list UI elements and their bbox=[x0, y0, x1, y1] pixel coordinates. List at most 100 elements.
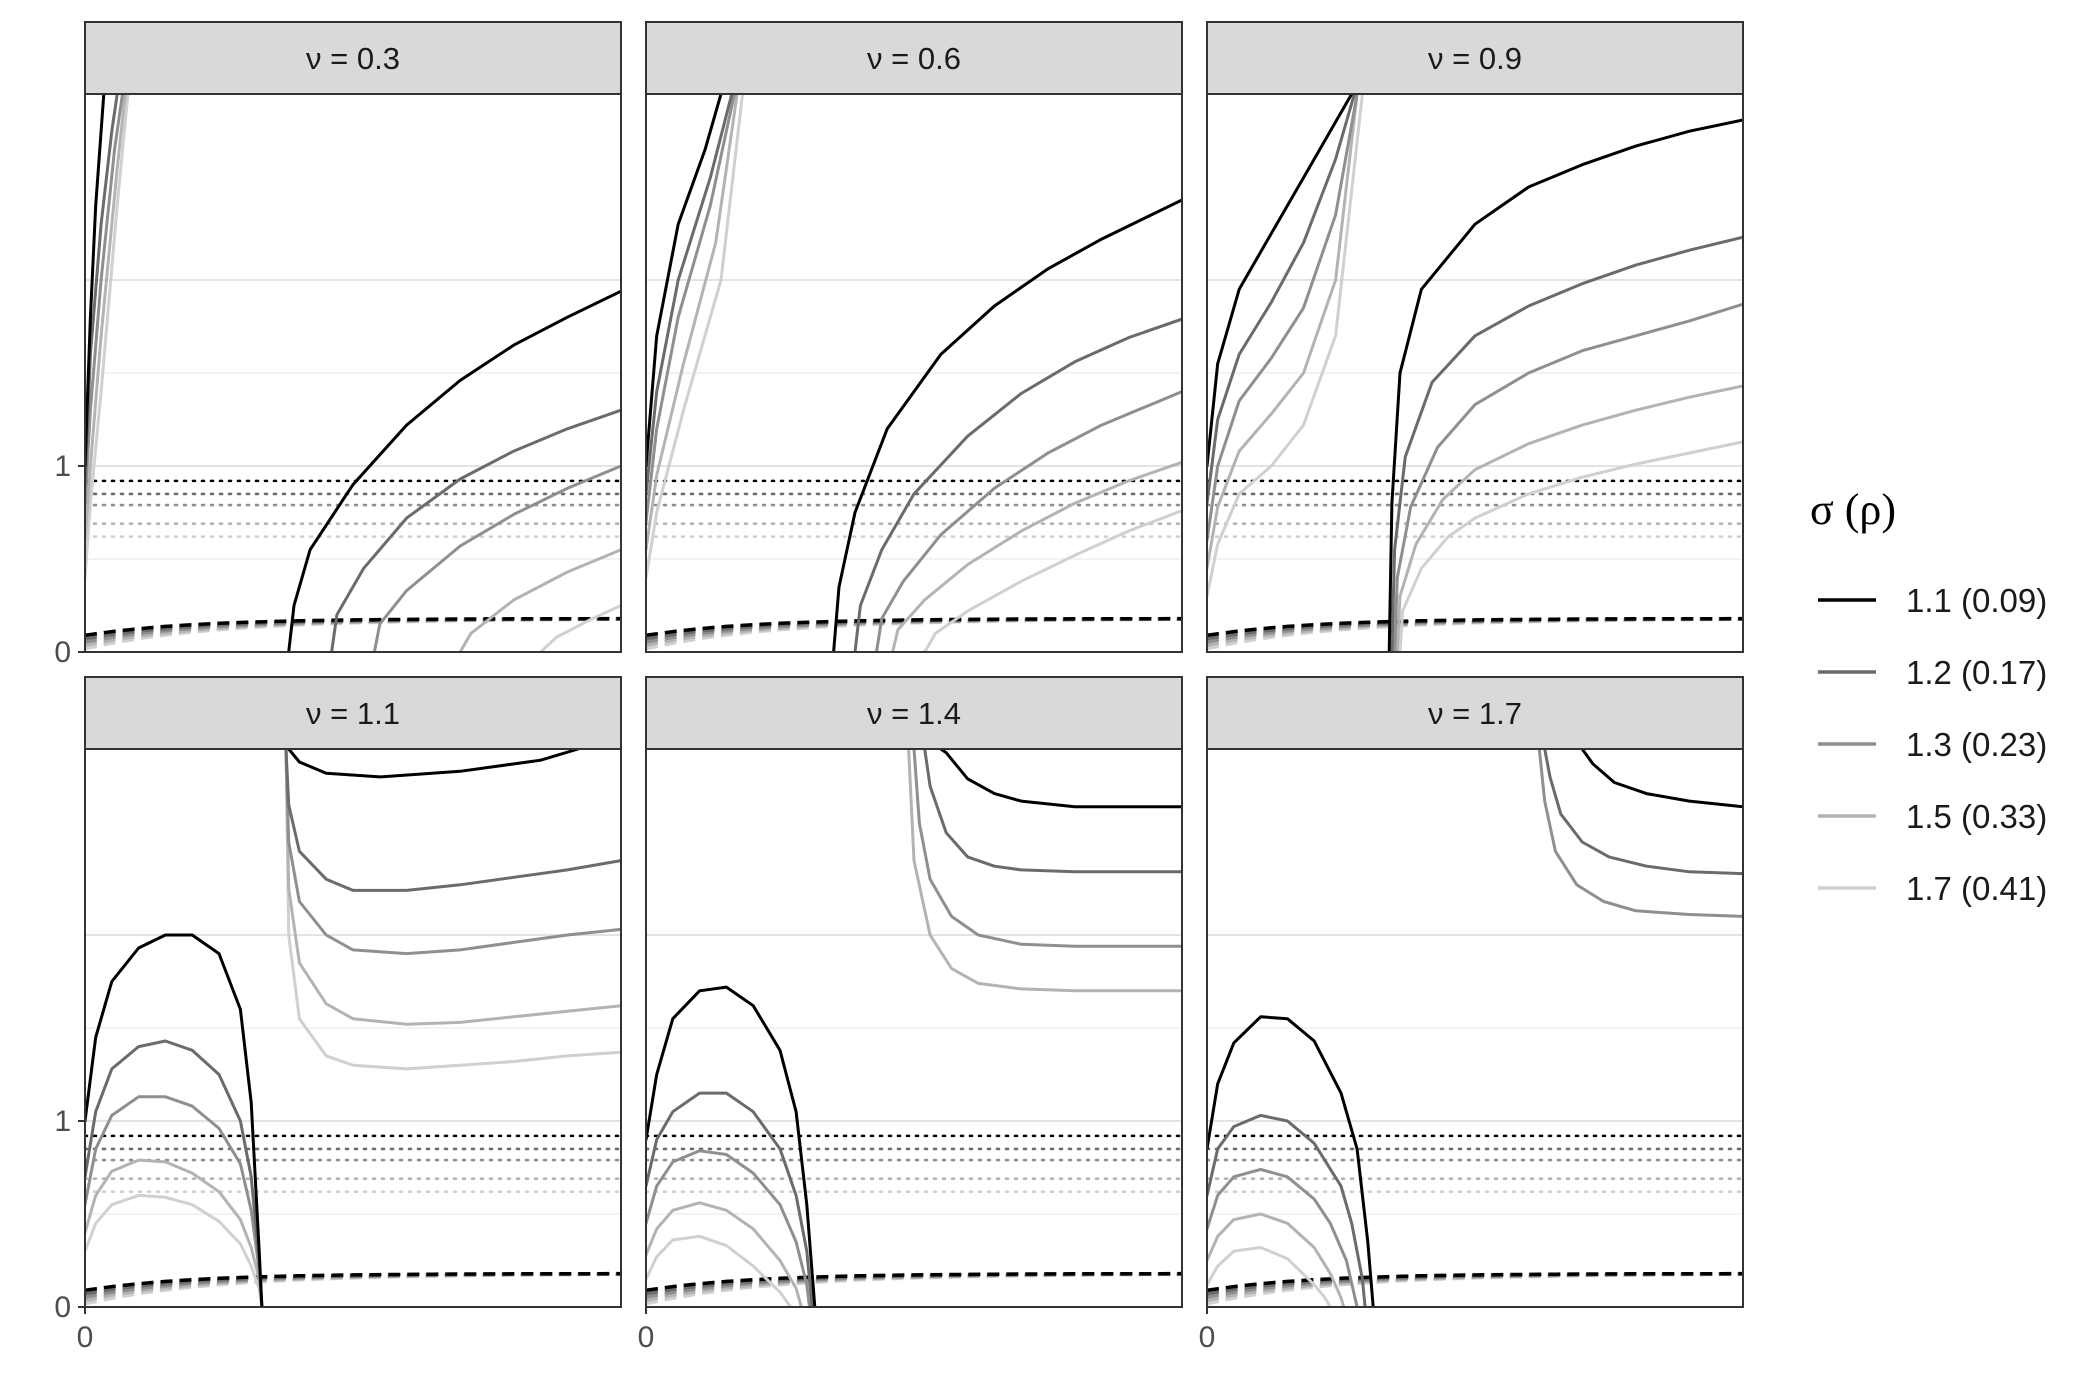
series-line-right-branch bbox=[539, 604, 621, 652]
series-line-left-branch bbox=[646, 94, 723, 468]
dashed-series-line bbox=[1207, 616, 1743, 638]
facet-strip-label: ν = 1.4 bbox=[867, 696, 961, 731]
dashed-series-line bbox=[646, 616, 1182, 638]
y-tick-label: 1 bbox=[54, 450, 71, 483]
legend-entry-label: 1.3 (0.23) bbox=[1906, 726, 2047, 763]
series-line-left-branch bbox=[646, 1149, 811, 1307]
legend-entry-label: 1.2 (0.17) bbox=[1906, 654, 2047, 691]
series-line-right-branch bbox=[891, 460, 1182, 652]
series-line-left-branch bbox=[646, 94, 734, 496]
series-line-left-branch bbox=[85, 933, 264, 1307]
series-line-left-branch bbox=[646, 985, 817, 1307]
facet-panel: ν = 1.4 0 bbox=[638, 676, 1183, 1354]
facet-strip-label: ν = 1.7 bbox=[1428, 696, 1522, 731]
panel-border bbox=[645, 748, 1183, 1308]
panel-curves bbox=[1207, 749, 1743, 1307]
series-line-left-branch bbox=[85, 1158, 264, 1307]
facet-strip bbox=[84, 21, 622, 95]
series-line-right-branch bbox=[284, 749, 621, 956]
series-line-left-branch bbox=[1207, 1167, 1359, 1307]
series-line-right-branch bbox=[1390, 235, 1743, 652]
series-line-left-branch bbox=[85, 94, 130, 580]
legend-entry-label: 1.5 (0.33) bbox=[1906, 798, 2047, 835]
facet-panel: ν = 1.1 0 1 0 bbox=[54, 676, 622, 1354]
facet-strip-label: ν = 0.6 bbox=[867, 41, 961, 76]
dashed-series-line bbox=[646, 1271, 1182, 1293]
facet-strip bbox=[1206, 676, 1744, 750]
series-line-left-branch bbox=[1207, 1015, 1375, 1307]
facet-strip bbox=[645, 21, 1183, 95]
panel-border bbox=[1206, 93, 1744, 653]
series-line-left-branch bbox=[1207, 1246, 1332, 1307]
y-tick-label: 1 bbox=[54, 1105, 71, 1138]
dashed-series-line bbox=[1207, 1271, 1743, 1293]
series-line-left-branch bbox=[1207, 1113, 1367, 1307]
panel-curves bbox=[1207, 94, 1743, 652]
series-line-left-branch bbox=[646, 94, 736, 524]
facet-panel: ν = 0.9 bbox=[1206, 21, 1744, 653]
series-line-left-branch bbox=[1207, 1212, 1346, 1307]
series-line-right-branch bbox=[1537, 749, 1743, 918]
series-line-right-branch bbox=[1393, 302, 1743, 652]
y-tick-label: 0 bbox=[54, 636, 71, 669]
facet-panel: ν = 1.7 0 bbox=[1199, 676, 1744, 1354]
panel-border bbox=[84, 748, 622, 1308]
series-line-right-branch bbox=[1398, 440, 1743, 652]
series-line-left-branch bbox=[85, 94, 127, 542]
series-line-right-branch bbox=[1387, 118, 1743, 652]
series-line-right-branch bbox=[458, 548, 621, 652]
facet-panel: ν = 0.6 bbox=[645, 21, 1183, 653]
series-line-right-branch bbox=[284, 749, 621, 1026]
x-tick-label: 0 bbox=[638, 1321, 655, 1354]
series-line-right-branch bbox=[939, 749, 1182, 809]
series-line-left-branch bbox=[1207, 94, 1354, 468]
series-line-right-branch bbox=[287, 289, 621, 652]
series-line-right-branch bbox=[1395, 384, 1743, 652]
panel-border bbox=[1206, 748, 1744, 1308]
series-line-right-branch bbox=[287, 749, 580, 779]
series-line-left-branch bbox=[646, 1091, 814, 1307]
series-line-left-branch bbox=[85, 1039, 264, 1307]
series-line-right-branch bbox=[832, 198, 1182, 652]
series-line-left-branch bbox=[85, 94, 106, 468]
legend-title: σ (ρ) bbox=[1810, 485, 1896, 534]
dashed-series-line bbox=[85, 1271, 621, 1293]
legend-entry-label: 1.7 (0.41) bbox=[1906, 870, 2047, 907]
facet-strip bbox=[645, 676, 1183, 750]
x-tick-label: 0 bbox=[1199, 1321, 1216, 1354]
series-line-right-branch bbox=[330, 408, 621, 652]
facet-strip-label: ν = 1.1 bbox=[306, 696, 400, 731]
facet-strip bbox=[1206, 21, 1744, 95]
series-line-left-branch bbox=[646, 94, 744, 580]
panel-curves bbox=[646, 94, 1182, 652]
series-line-right-branch bbox=[907, 749, 1182, 993]
series-line-right-branch bbox=[853, 317, 1182, 652]
panel-curves bbox=[646, 749, 1182, 1307]
series-line-right-branch bbox=[912, 749, 1182, 948]
facet-panel: ν = 0.3 0 1 bbox=[54, 21, 622, 669]
series-line-right-branch bbox=[1543, 749, 1743, 876]
panel-curves bbox=[85, 94, 621, 652]
series-line-right-branch bbox=[284, 749, 621, 892]
series-line-left-branch bbox=[646, 94, 739, 552]
series-line-left-branch bbox=[646, 1234, 793, 1307]
legend-entry-label: 1.1 (0.09) bbox=[1906, 582, 2047, 619]
series-line-left-branch bbox=[646, 1201, 803, 1307]
facet-strip-label: ν = 0.9 bbox=[1428, 41, 1522, 76]
dashed-series-line bbox=[85, 616, 621, 638]
facet-strip bbox=[84, 676, 622, 750]
series-line-right-branch bbox=[923, 509, 1182, 652]
series-line-left-branch bbox=[1207, 94, 1356, 505]
series-line-right-branch bbox=[923, 749, 1182, 874]
facet-strip-label: ν = 0.3 bbox=[306, 41, 400, 76]
series-line-left-branch bbox=[85, 94, 124, 505]
y-tick-label: 0 bbox=[54, 1291, 71, 1324]
series-line-left-branch bbox=[1207, 94, 1359, 570]
panel-border bbox=[84, 93, 622, 653]
panel-border bbox=[645, 93, 1183, 653]
series-line-left-branch bbox=[1207, 94, 1364, 598]
series-line-right-branch bbox=[284, 749, 621, 1071]
x-tick-label: 0 bbox=[77, 1321, 94, 1354]
panel-curves bbox=[85, 749, 621, 1307]
series-line-right-branch bbox=[1580, 749, 1743, 809]
